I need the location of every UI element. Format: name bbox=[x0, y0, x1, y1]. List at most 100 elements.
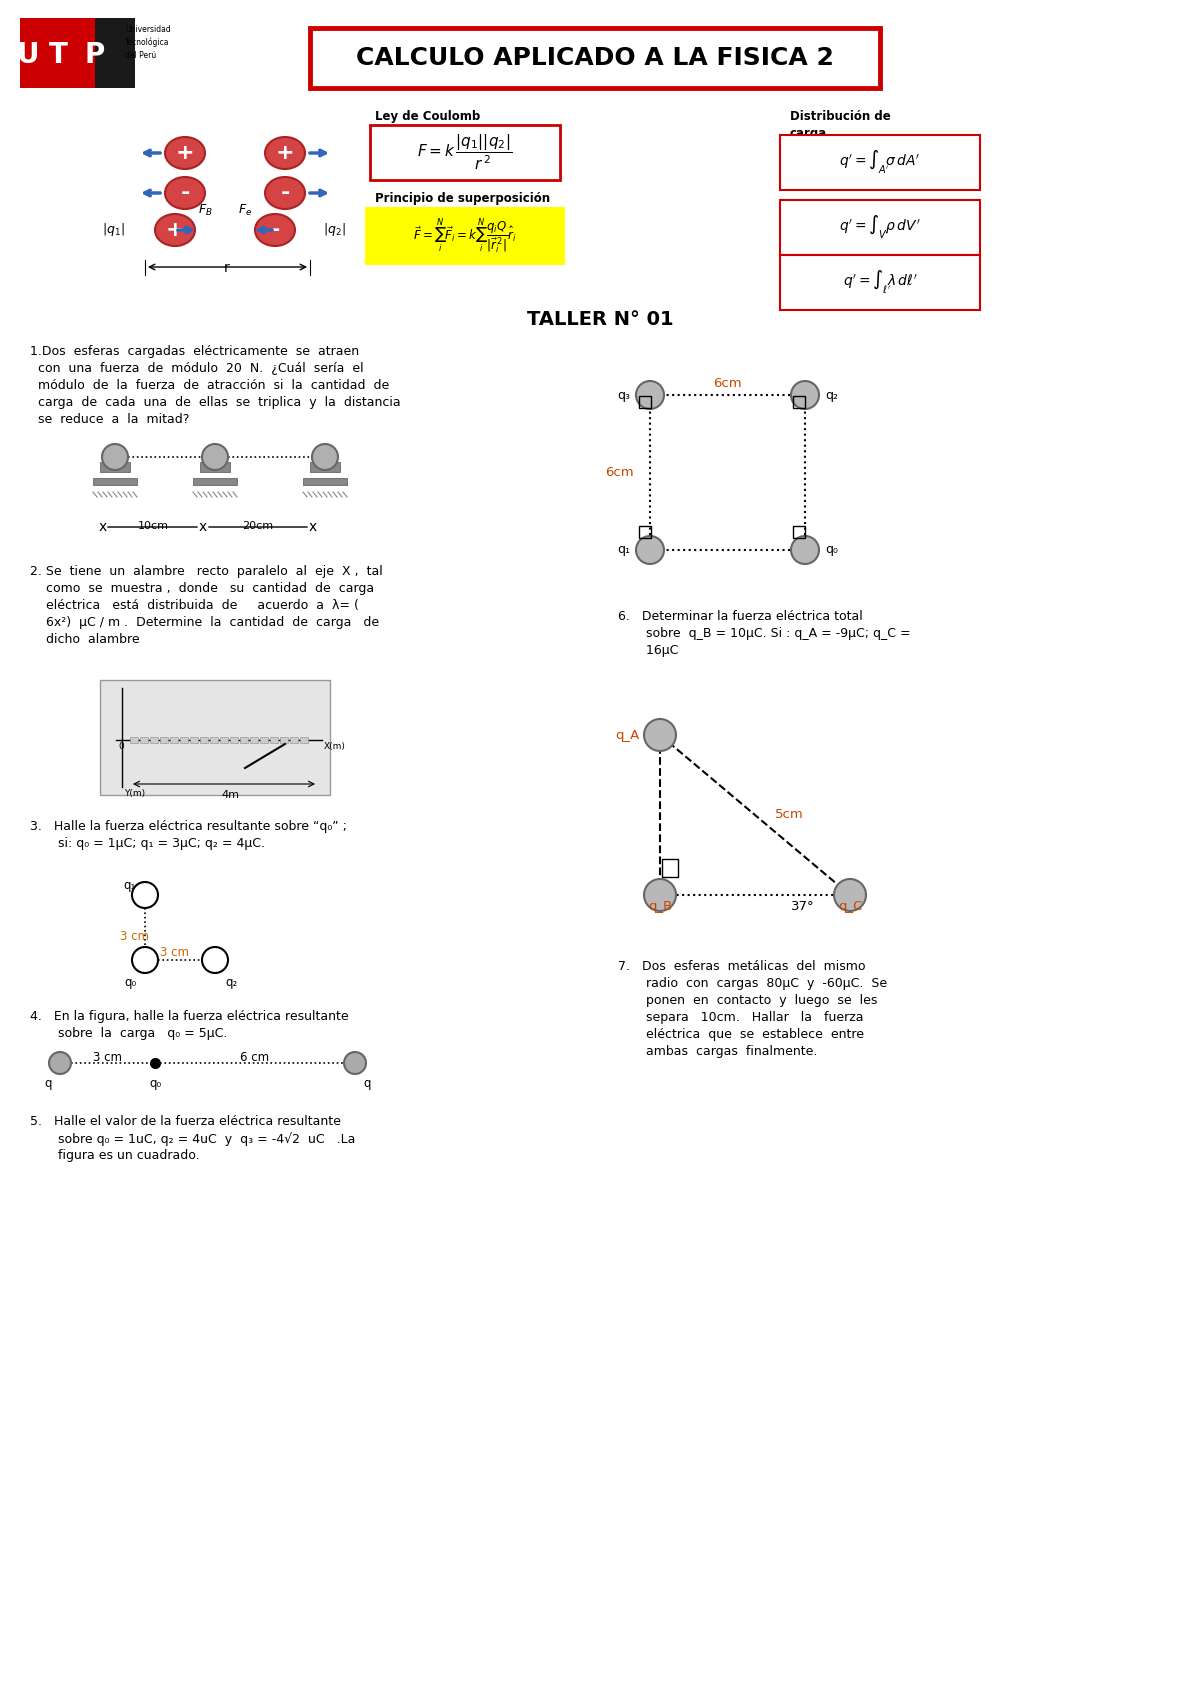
Bar bbox=[100, 462, 130, 472]
Text: Y(m): Y(m) bbox=[124, 789, 145, 798]
Text: q₀: q₀ bbox=[826, 543, 838, 557]
Text: con  una  fuerza  de  módulo  20  N.  ¿Cuál  sería  el: con una fuerza de módulo 20 N. ¿Cuál ser… bbox=[30, 361, 364, 375]
Bar bbox=[180, 736, 188, 743]
Text: q: q bbox=[364, 1078, 371, 1089]
Bar bbox=[365, 207, 565, 265]
Ellipse shape bbox=[256, 214, 295, 246]
Circle shape bbox=[834, 879, 866, 911]
Bar bbox=[793, 395, 805, 407]
Text: x: x bbox=[199, 519, 208, 535]
Bar bbox=[240, 736, 248, 743]
Ellipse shape bbox=[265, 176, 305, 209]
Bar bbox=[100, 680, 330, 794]
Bar bbox=[200, 462, 230, 472]
Text: módulo  de  la  fuerza  de  atracción  si  la  cantidad  de: módulo de la fuerza de atracción si la c… bbox=[30, 378, 389, 392]
Text: ponen  en  contacto  y  luego  se  les: ponen en contacto y luego se les bbox=[618, 994, 877, 1006]
Text: q_B: q_B bbox=[648, 899, 672, 913]
Text: r: r bbox=[224, 261, 230, 275]
Text: q₂: q₂ bbox=[209, 445, 222, 456]
Text: sobre  q_B = 10μC. Si : q_A = -9μC; q_C =: sobre q_B = 10μC. Si : q_A = -9μC; q_C = bbox=[618, 626, 911, 640]
Text: $q' = \int_{V'}\!\rho\,dV'$: $q' = \int_{V'}\!\rho\,dV'$ bbox=[839, 214, 920, 241]
Text: $q' = \int_{\ell'}\!\lambda\,d\ell'$: $q' = \int_{\ell'}\!\lambda\,d\ell'$ bbox=[842, 268, 918, 295]
Text: TALLER N° 01: TALLER N° 01 bbox=[527, 311, 673, 329]
Text: 20cm: 20cm bbox=[242, 521, 274, 531]
Text: 2. Se  tiene  un  alambre   recto  paralelo  al  eje  X ,  tal: 2. Se tiene un alambre recto paralelo al… bbox=[30, 565, 383, 579]
Text: P: P bbox=[85, 41, 106, 70]
Text: 37°: 37° bbox=[791, 899, 815, 913]
Circle shape bbox=[312, 445, 338, 470]
Text: 7.   Dos  esferas  metálicas  del  mismo: 7. Dos esferas metálicas del mismo bbox=[618, 961, 865, 972]
Text: CALCULO APLICADO A LA FISICA 2: CALCULO APLICADO A LA FISICA 2 bbox=[356, 46, 834, 70]
Text: $q' = \int_{A'}\!\sigma\,dA'$: $q' = \int_{A'}\!\sigma\,dA'$ bbox=[839, 149, 920, 176]
Text: 3 cm: 3 cm bbox=[120, 930, 149, 944]
Text: T: T bbox=[48, 41, 67, 70]
Text: 1.Dos  esferas  cargadas  eléctricamente  se  atraen: 1.Dos esferas cargadas eléctricamente se… bbox=[30, 344, 359, 358]
Text: 4.   En la figura, halle la fuerza eléctrica resultante: 4. En la figura, halle la fuerza eléctri… bbox=[30, 1010, 349, 1023]
Text: 3 cm: 3 cm bbox=[160, 945, 190, 959]
Bar bbox=[160, 736, 168, 743]
Text: x: x bbox=[308, 519, 317, 535]
Text: carga  de  cada  una  de  ellas  se  triplica  y  la  distancia: carga de cada una de ellas se triplica y… bbox=[30, 395, 401, 409]
Circle shape bbox=[791, 536, 818, 563]
Bar bbox=[94, 479, 137, 485]
Bar bbox=[190, 736, 198, 743]
Bar bbox=[140, 736, 148, 743]
Bar bbox=[662, 859, 678, 877]
Text: U: U bbox=[17, 41, 40, 70]
Bar bbox=[230, 736, 238, 743]
Bar bbox=[640, 526, 650, 538]
Bar bbox=[310, 462, 340, 472]
Circle shape bbox=[636, 536, 664, 563]
Text: 3.   Halle la fuerza eléctrica resultante sobre “q₀” ;: 3. Halle la fuerza eléctrica resultante … bbox=[30, 820, 347, 833]
Text: q₀: q₀ bbox=[149, 1078, 161, 1089]
Bar bbox=[193, 479, 238, 485]
Text: q₁: q₁ bbox=[108, 445, 121, 456]
Circle shape bbox=[644, 720, 676, 752]
Bar bbox=[95, 19, 134, 88]
Ellipse shape bbox=[166, 137, 205, 170]
Bar bbox=[220, 736, 228, 743]
Circle shape bbox=[132, 947, 158, 972]
Text: +: + bbox=[166, 221, 185, 239]
Ellipse shape bbox=[155, 214, 194, 246]
Text: $|q_2|$: $|q_2|$ bbox=[323, 222, 346, 239]
Circle shape bbox=[49, 1052, 71, 1074]
Bar bbox=[170, 736, 178, 743]
Text: $F = k\,\dfrac{|q_1||q_2|}{r^{\,2}}$: $F = k\,\dfrac{|q_1||q_2|}{r^{\,2}}$ bbox=[418, 132, 512, 171]
Bar bbox=[310, 27, 880, 88]
Bar bbox=[370, 126, 560, 180]
Bar bbox=[280, 736, 288, 743]
Text: X(m): X(m) bbox=[324, 742, 346, 752]
Text: 6cm: 6cm bbox=[713, 377, 742, 390]
Text: eléctrica   está  distribuida  de     acuerdo  a  λ= (: eléctrica está distribuida de acuerdo a … bbox=[30, 599, 359, 613]
Text: -: - bbox=[180, 183, 190, 204]
Text: Distribución de
carga: Distribución de carga bbox=[790, 110, 890, 139]
Bar bbox=[300, 736, 308, 743]
Bar bbox=[20, 19, 134, 88]
Circle shape bbox=[202, 947, 228, 972]
Bar bbox=[780, 136, 980, 190]
Circle shape bbox=[791, 382, 818, 409]
Circle shape bbox=[636, 382, 664, 409]
Text: q₀: q₀ bbox=[124, 976, 136, 989]
Bar bbox=[780, 200, 980, 255]
Text: q_C: q_C bbox=[838, 899, 862, 913]
Bar bbox=[290, 736, 298, 743]
Text: 3 cm: 3 cm bbox=[94, 1050, 122, 1064]
Text: eléctrica  que  se  establece  entre: eléctrica que se establece entre bbox=[618, 1028, 864, 1040]
Text: Universidad
Tecnológica
del Perú: Universidad Tecnológica del Perú bbox=[125, 25, 170, 59]
Bar bbox=[640, 395, 650, 407]
Text: -: - bbox=[281, 183, 289, 204]
Text: 0: 0 bbox=[118, 742, 124, 752]
Text: $F_e$: $F_e$ bbox=[238, 204, 252, 217]
Text: q₃: q₃ bbox=[318, 445, 331, 456]
Text: q₂: q₂ bbox=[826, 389, 838, 402]
Bar bbox=[780, 255, 980, 311]
Text: 5cm: 5cm bbox=[775, 808, 804, 821]
Text: se  reduce  a  la  mitad?: se reduce a la mitad? bbox=[30, 412, 190, 426]
Text: radio  con  cargas  80μC  y  -60μC.  Se: radio con cargas 80μC y -60μC. Se bbox=[618, 977, 887, 989]
Text: q: q bbox=[44, 1078, 52, 1089]
Bar bbox=[793, 526, 805, 538]
Text: Principio de superposición: Principio de superposición bbox=[374, 192, 550, 205]
Bar bbox=[130, 736, 138, 743]
